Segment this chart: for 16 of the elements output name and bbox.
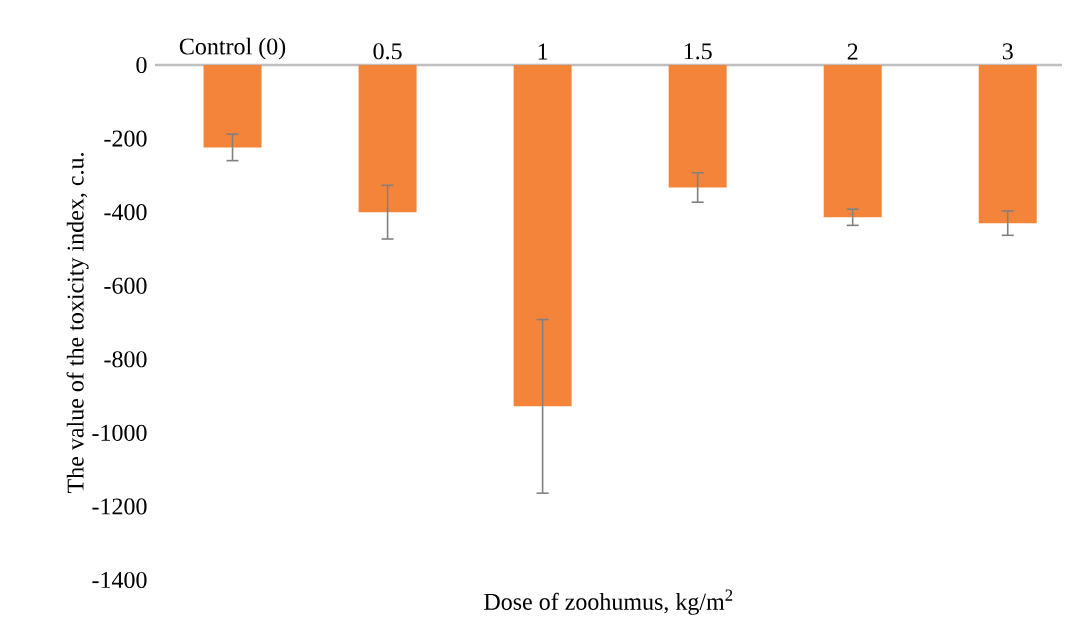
y-tick-label: -600	[104, 277, 147, 294]
y-tick-label: -1400	[92, 571, 147, 589]
x-tick-label: 1.5	[684, 43, 712, 60]
x-tick-label: 0.5	[373, 43, 402, 60]
x-tick-label: 3	[1002, 43, 1013, 60]
y-tick-label: -1000	[92, 424, 147, 441]
y-tick-label: -800	[104, 351, 147, 368]
y-tick-label: 0	[136, 56, 147, 74]
y-tick-label: -200	[104, 130, 147, 147]
y-tick-label: -1200	[92, 498, 147, 515]
y-axis-title: The value of the toxicity index, c.u.	[66, 153, 89, 493]
x-tick-label: Control (0)	[179, 37, 286, 60]
x-axis-title: Dose of zoohumus, kg/m$^{2}$	[484, 589, 733, 615]
y-tick-label: -400	[104, 204, 147, 221]
x-tick-label: 2	[847, 43, 858, 60]
x-tick-label: 1	[538, 43, 548, 60]
